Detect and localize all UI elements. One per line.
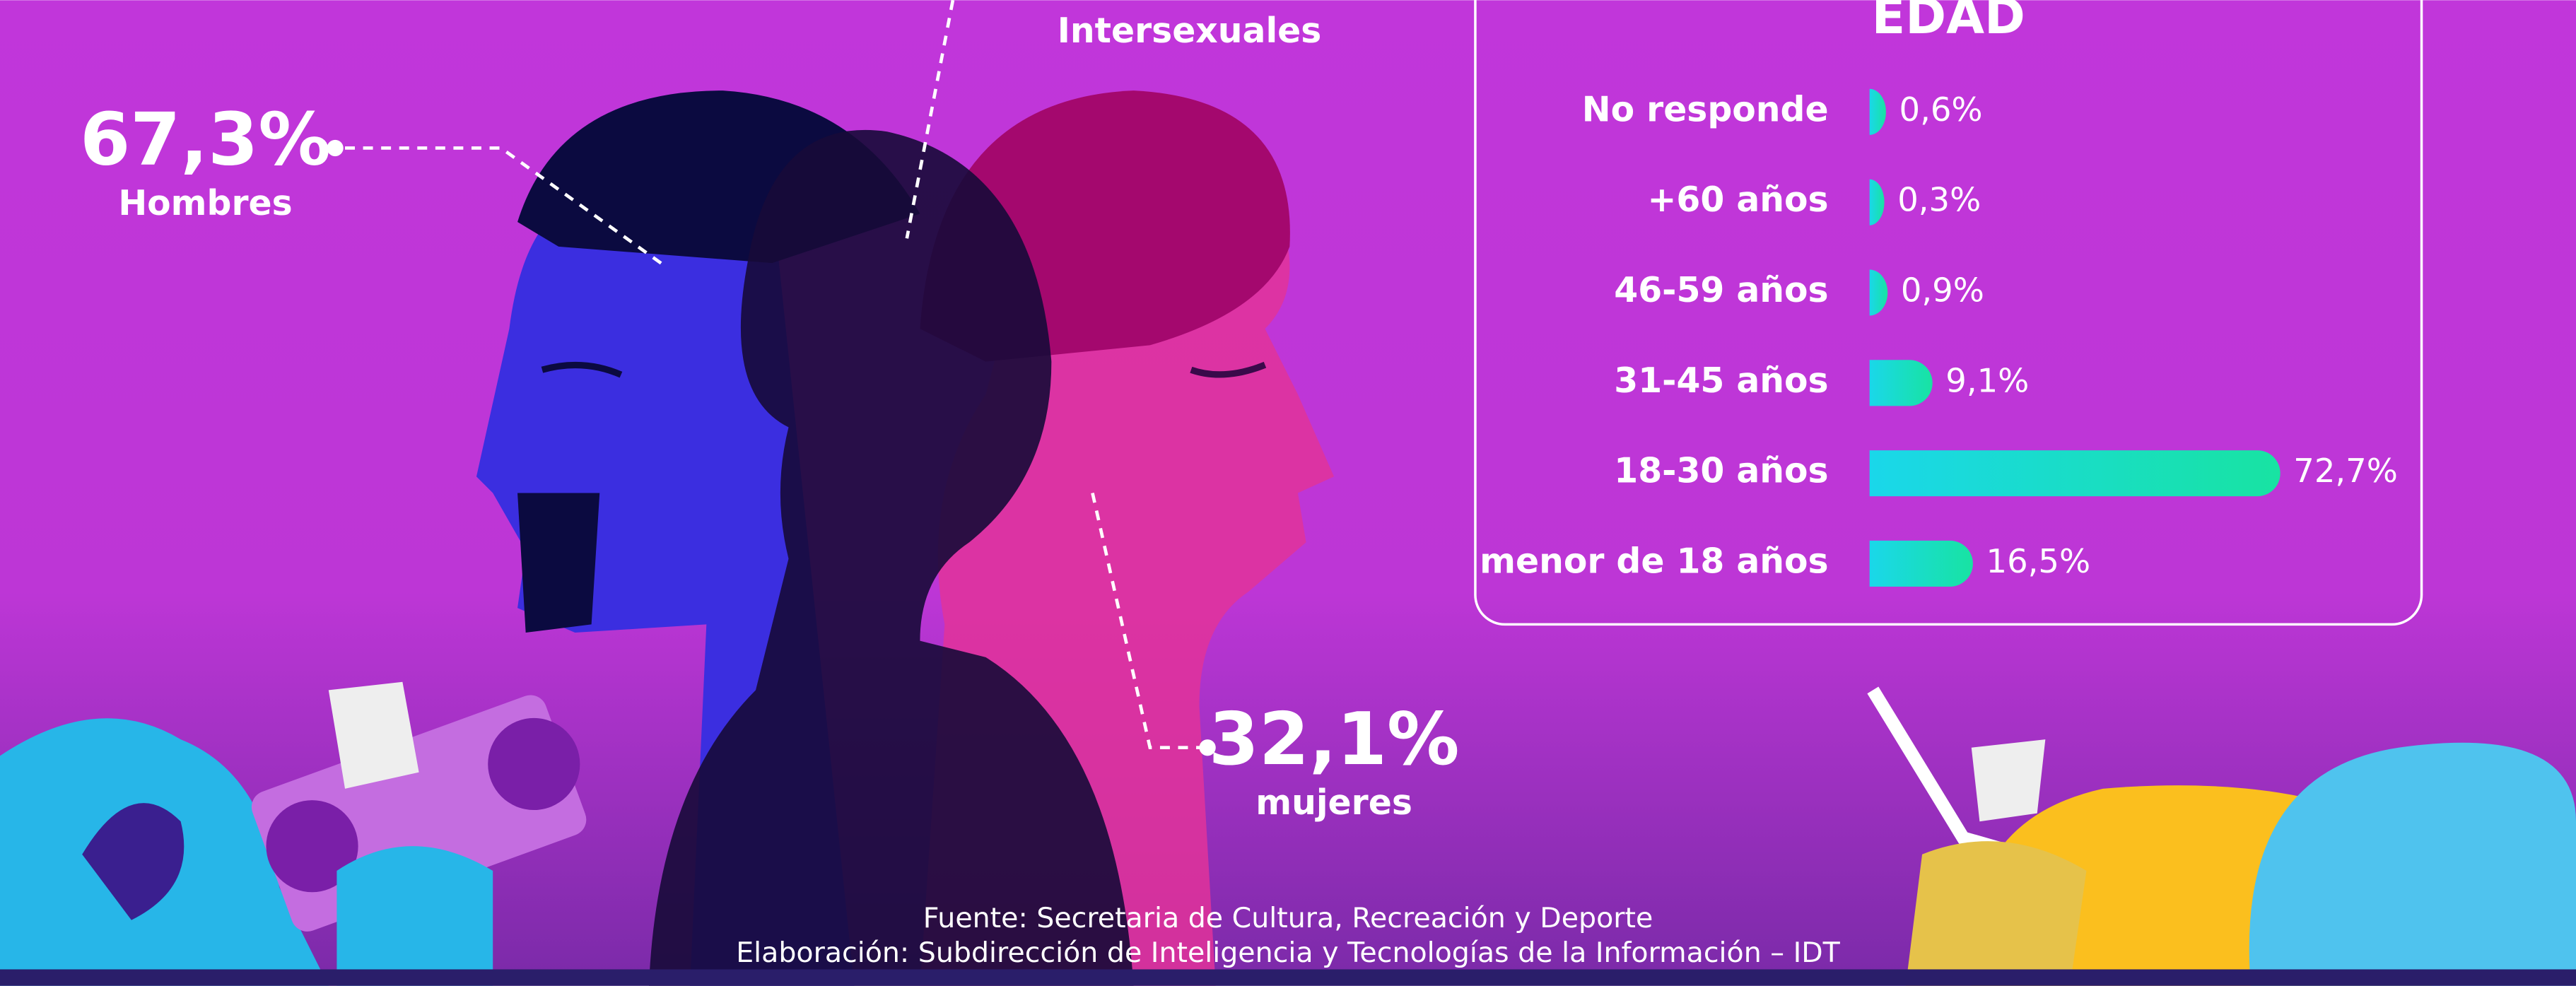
- bar: [1869, 179, 1885, 225]
- bar: [1869, 88, 1886, 135]
- category-label: 18-30 años: [1614, 451, 1828, 491]
- credit: Elaboración: Subdirección de Inteligenci…: [736, 937, 1840, 969]
- value-label: 16,5%: [1986, 542, 2091, 580]
- bar: [1869, 540, 1973, 587]
- women-value: 32,1%: [1209, 698, 1460, 782]
- category-label: 31-45 años: [1614, 360, 1828, 401]
- value-label: 0,6%: [1899, 90, 1983, 129]
- source: Fuente: Secretaria de Cultura, Recreació…: [923, 902, 1653, 934]
- bar: [1869, 360, 1933, 406]
- intersex-label: Intersexuales: [1058, 11, 1322, 51]
- bars: No responde 0,6% +60 años 0,3% 46-59 años 0,9…: [1480, 88, 2398, 587]
- men-value: 67,3%: [80, 98, 331, 182]
- bar: [1869, 269, 1888, 316]
- value-label: 9,1%: [1945, 361, 2029, 399]
- value-label: 0,3%: [1897, 181, 1981, 219]
- bar: [1869, 450, 2281, 497]
- decoration: [0, 681, 2576, 986]
- chart-frame: [1474, 0, 2423, 626]
- category-label: +60 años: [1648, 180, 1829, 220]
- value-label: 72,7%: [2293, 452, 2398, 490]
- chart-title: EDAD: [1872, 0, 2025, 45]
- leader-lines: [345, 0, 1203, 750]
- women-label: mujeres: [1255, 782, 1412, 823]
- dot: [327, 139, 344, 157]
- category-label: 46-59 años: [1614, 270, 1828, 310]
- value-label: 0,9%: [1901, 271, 1984, 309]
- overlap-head: [648, 129, 1134, 986]
- category-label: menor de 18 años: [1480, 541, 1828, 581]
- men-label: Hombres: [118, 183, 292, 223]
- dot: [1199, 739, 1216, 756]
- category-label: No responde: [1582, 89, 1829, 129]
